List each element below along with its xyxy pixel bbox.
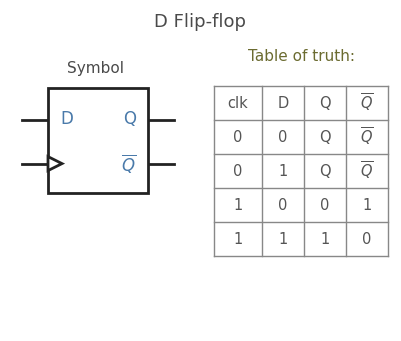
Text: Table of truth:: Table of truth: [247, 49, 354, 64]
Text: 0: 0 [278, 130, 288, 145]
Text: 1: 1 [278, 232, 288, 247]
Text: 1: 1 [233, 197, 243, 212]
Text: Q: Q [123, 110, 136, 129]
Text: Symbol: Symbol [67, 61, 124, 76]
Text: clk: clk [228, 95, 248, 110]
Text: 1: 1 [278, 163, 288, 178]
Text: $\overline{Q}$: $\overline{Q}$ [360, 92, 374, 114]
Text: Q: Q [319, 130, 331, 145]
Text: D: D [277, 95, 289, 110]
Text: $\overline{Q}$: $\overline{Q}$ [360, 126, 374, 148]
Text: 0: 0 [363, 232, 372, 247]
Text: 1: 1 [233, 232, 243, 247]
Text: Q: Q [319, 163, 331, 178]
Text: 1: 1 [363, 197, 372, 212]
Polygon shape [48, 157, 62, 170]
Text: $\overline{Q}$: $\overline{Q}$ [360, 160, 374, 182]
Text: D: D [60, 110, 73, 129]
Text: $\overline{Q}$: $\overline{Q}$ [121, 152, 136, 175]
Text: 1: 1 [320, 232, 330, 247]
Text: 0: 0 [278, 197, 288, 212]
Bar [48, 88, 148, 193]
Text: Q: Q [319, 95, 331, 110]
Text: 0: 0 [233, 163, 243, 178]
Text: D Flip-flop: D Flip-flop [154, 13, 246, 31]
Text: 0: 0 [320, 197, 330, 212]
Text: 0: 0 [233, 130, 243, 145]
